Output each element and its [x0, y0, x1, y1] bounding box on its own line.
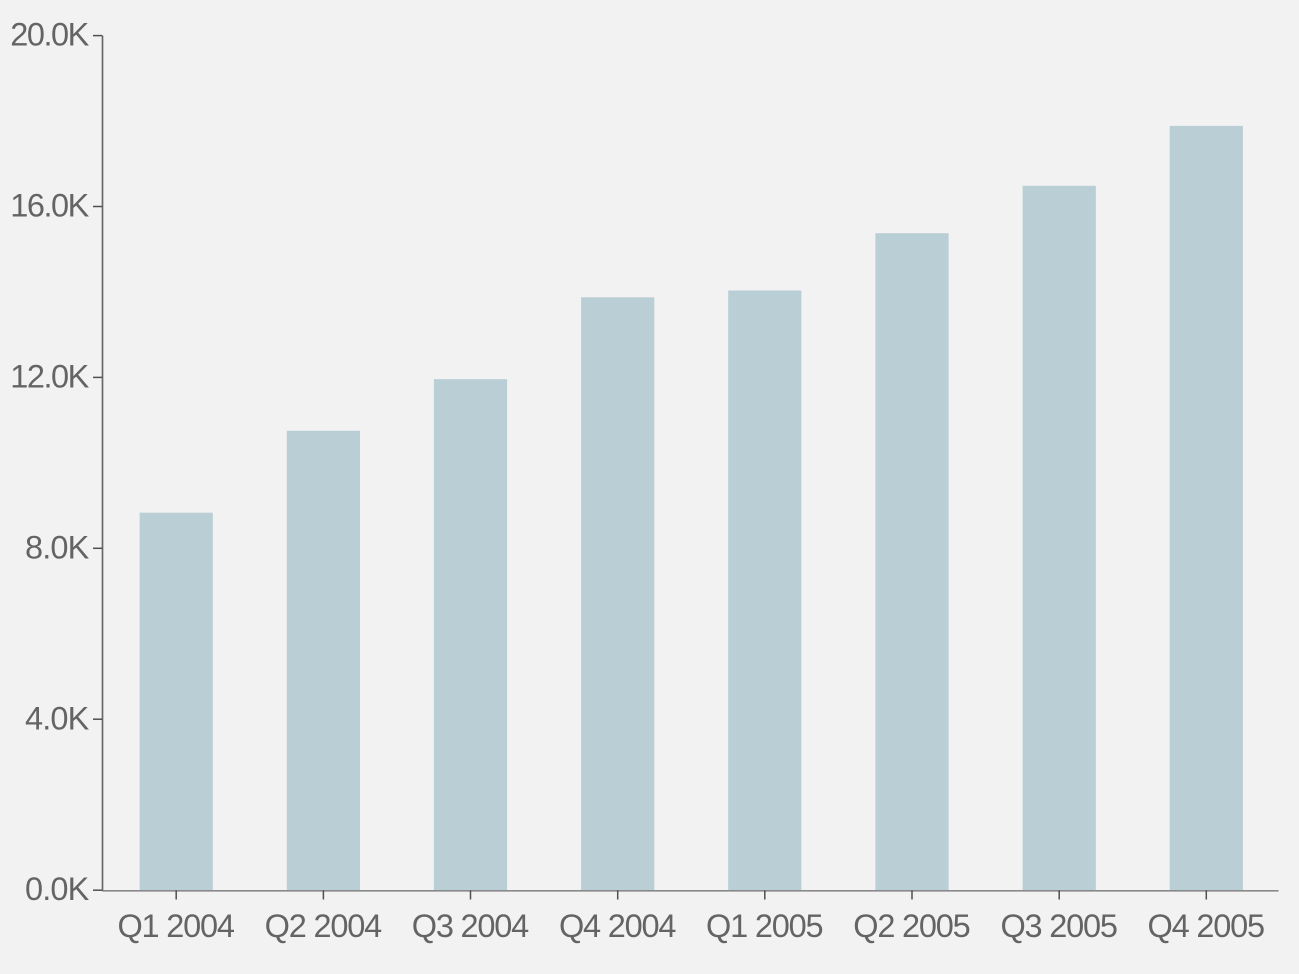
svg-text:Q3 2005: Q3 2005: [1000, 908, 1118, 944]
svg-text:Q3 2004: Q3 2004: [412, 908, 530, 944]
svg-text:Q1 2004: Q1 2004: [117, 908, 235, 944]
svg-text:16.0K: 16.0K: [10, 188, 89, 224]
svg-text:20.0K: 20.0K: [10, 17, 89, 53]
svg-text:Q4 2005: Q4 2005: [1148, 908, 1266, 944]
svg-text:Q1 2005: Q1 2005: [706, 908, 824, 944]
svg-text:Q2 2004: Q2 2004: [265, 908, 383, 944]
svg-text:Q4 2004: Q4 2004: [559, 908, 677, 944]
svg-text:8.0K: 8.0K: [25, 529, 90, 565]
svg-text:Q2 2005: Q2 2005: [853, 908, 971, 944]
svg-text:4.0K: 4.0K: [25, 700, 90, 736]
svg-text:12.0K: 12.0K: [10, 359, 89, 395]
svg-text:0.0K: 0.0K: [25, 871, 90, 907]
